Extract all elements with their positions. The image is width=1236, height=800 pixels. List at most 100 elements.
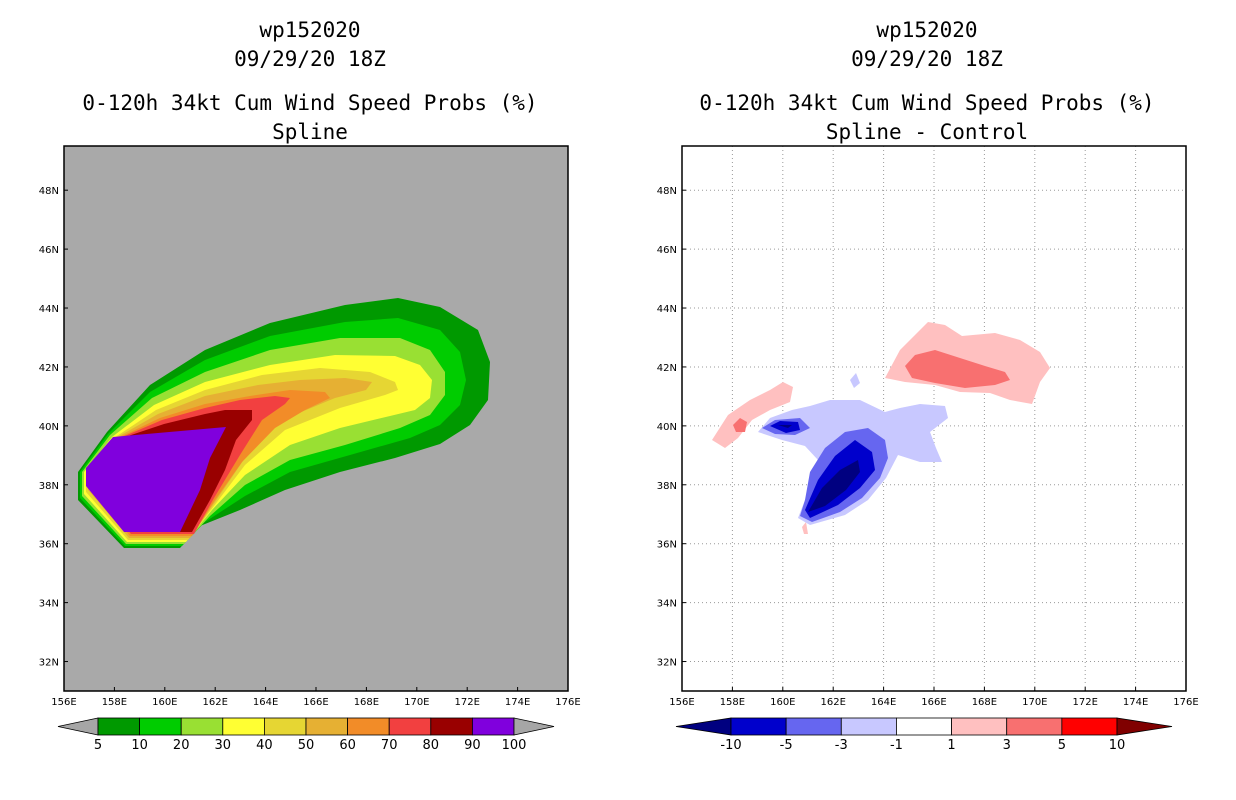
right-difference-contours xyxy=(712,322,1050,534)
colorbar-segment xyxy=(471,717,515,736)
y-tick-label: 46N xyxy=(39,245,59,256)
x-tick-label: 162E xyxy=(202,697,227,708)
x-tick-label: 174E xyxy=(505,697,530,708)
diff-neg-1-b xyxy=(850,373,860,388)
x-tick-label: 168E xyxy=(354,697,379,708)
colorbar-label: 80 xyxy=(423,738,440,753)
x-tick-label: 172E xyxy=(1072,697,1097,708)
x-tick-label: 158E xyxy=(720,697,745,708)
y-tick-label: 48N xyxy=(657,186,677,197)
x-tick-label: 176E xyxy=(555,697,580,708)
y-tick-label: 42N xyxy=(657,363,677,374)
diff-pos-1-c xyxy=(802,522,808,534)
colorbar-segment xyxy=(951,717,1008,736)
colorbar-segment xyxy=(305,717,348,736)
x-tick-label: 162E xyxy=(820,697,845,708)
x-tick-label: 158E xyxy=(102,697,127,708)
x-tick-label: 156E xyxy=(51,697,76,708)
y-tick-label: 34N xyxy=(39,599,59,610)
x-tick-label: 174E xyxy=(1123,697,1148,708)
colorbar-label: 10 xyxy=(131,738,148,753)
colorbar-segment xyxy=(222,717,265,736)
colorbar-label: -1 xyxy=(890,738,903,753)
y-tick-label: 36N xyxy=(657,540,677,551)
colorbar-label: -3 xyxy=(835,738,848,753)
colorbar-label: 20 xyxy=(173,738,190,753)
colorbar-label: 90 xyxy=(464,738,481,753)
left-chart-subtitle: Spline xyxy=(272,120,348,144)
y-tick-label: 44N xyxy=(657,304,677,315)
right-chart-subtitle: Spline - Control xyxy=(825,120,1029,144)
x-tick-label: 176E xyxy=(1173,697,1198,708)
colorbar-segment xyxy=(1006,717,1063,736)
colorbar-segment xyxy=(430,717,473,736)
right-plot: 156E 158E 160E 162E 164E 166E 168E 170E 172E 174E… xyxy=(657,145,1199,708)
colorbar-label: 5 xyxy=(94,738,102,753)
colorbar-segment xyxy=(97,717,140,736)
colorbar-low-arrow xyxy=(675,717,732,736)
colorbar-segment xyxy=(180,717,224,736)
left-probability-contours xyxy=(78,298,490,548)
colorbar-high-arrow xyxy=(1116,717,1173,736)
colorbar-high-arrow xyxy=(513,717,555,736)
y-tick-label: 38N xyxy=(39,481,59,492)
colorbar-low-arrow xyxy=(57,717,99,736)
y-tick-label: 32N xyxy=(657,658,677,669)
colorbar-label: 100 xyxy=(502,738,527,753)
colorbar-label: -10 xyxy=(720,738,741,753)
x-tick-label: 166E xyxy=(303,697,328,708)
x-tick-label: 164E xyxy=(253,697,278,708)
y-tick-label: 40N xyxy=(657,422,677,433)
left-datetime: 09/29/20 18Z xyxy=(234,47,386,71)
y-tick-label: 32N xyxy=(39,658,59,669)
x-tick-label: 160E xyxy=(152,697,177,708)
right-axis-ticks: 156E 158E 160E 162E 164E 166E 168E 170E 172E 174E… xyxy=(657,186,1199,708)
colorbar-label: 5 xyxy=(1058,738,1066,753)
x-tick-label: 164E xyxy=(871,697,896,708)
colorbar-segment xyxy=(139,717,182,736)
x-tick-label: 170E xyxy=(404,697,429,708)
y-tick-label: 44N xyxy=(39,304,59,315)
y-tick-label: 34N xyxy=(657,599,677,610)
colorbar-segment xyxy=(840,717,897,736)
y-tick-label: 40N xyxy=(39,422,59,433)
x-tick-label: 170E xyxy=(1022,697,1047,708)
colorbar-label: 40 xyxy=(256,738,273,753)
colorbar-segment xyxy=(896,717,952,736)
x-tick-label: 168E xyxy=(972,697,997,708)
x-tick-label: 156E xyxy=(669,697,694,708)
colorbar-label: 10 xyxy=(1109,738,1126,753)
x-tick-label: 172E xyxy=(454,697,479,708)
colorbar-segment xyxy=(388,717,432,736)
colorbar-label: 60 xyxy=(339,738,356,753)
left-axis-ticks: 156E 158E 160E 162E 164E 166E 168E 170E 172E 174E… xyxy=(39,186,581,708)
diff-neg-5 xyxy=(770,421,875,518)
y-tick-label: 48N xyxy=(39,186,59,197)
colorbar-segment xyxy=(785,717,842,736)
x-tick-label: 160E xyxy=(770,697,795,708)
y-tick-label: 42N xyxy=(39,363,59,374)
diff-pos-3-b xyxy=(733,418,747,432)
colorbar-segment xyxy=(1061,717,1118,736)
colorbar-label: 1 xyxy=(947,738,955,753)
right-storm-id: wp152020 xyxy=(876,18,978,42)
right-colorbar: -10 -5 -3 -1 1 3 5 10 xyxy=(675,717,1173,753)
left-chart-title: 0-120h 34kt Cum Wind Speed Probs (%) xyxy=(82,91,538,115)
colorbar-label: 30 xyxy=(215,738,232,753)
diff-pos-1-b xyxy=(712,382,793,448)
left-colorbar: 5 10 20 30 40 50 60 70 80 90 100 xyxy=(57,717,555,753)
colorbar-segment xyxy=(347,717,390,736)
contour-90pct xyxy=(86,427,226,532)
right-datetime: 09/29/20 18Z xyxy=(851,47,1003,71)
colorbar-label: 50 xyxy=(298,738,315,753)
diff-pos-3-a xyxy=(905,350,1010,388)
y-tick-label: 46N xyxy=(657,245,677,256)
left-storm-id: wp152020 xyxy=(259,18,361,42)
colorbar-segment xyxy=(263,717,307,736)
x-tick-label: 166E xyxy=(921,697,946,708)
colorbar-segment xyxy=(730,717,787,736)
y-tick-label: 38N xyxy=(657,481,677,492)
colorbar-label: 3 xyxy=(1003,738,1011,753)
right-chart-title: 0-120h 34kt Cum Wind Speed Probs (%) xyxy=(699,91,1155,115)
